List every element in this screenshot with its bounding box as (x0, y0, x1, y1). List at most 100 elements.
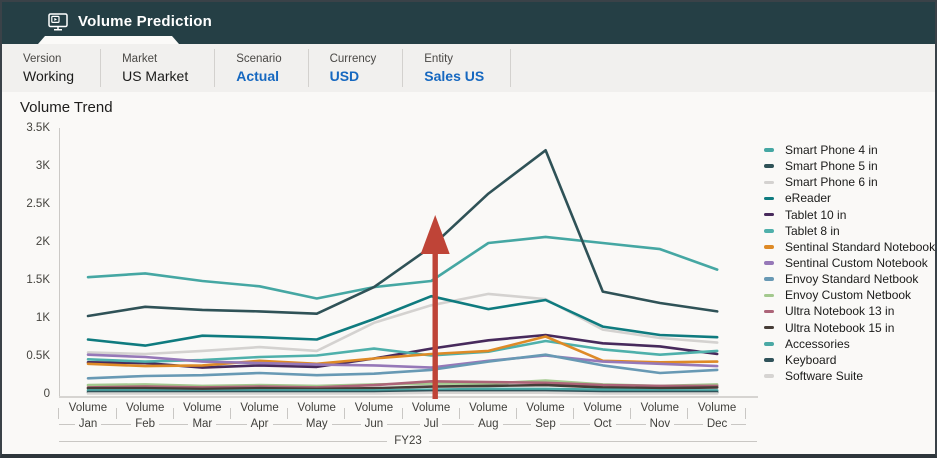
x-month-label: Jul (423, 418, 439, 430)
pov-label: Scenario (236, 52, 282, 65)
series-line (86, 294, 719, 347)
x-axis-measure-row: Volume Volume Volume Volume Volume Volum… (58, 401, 746, 419)
legend-swatch (764, 164, 774, 168)
series-line (86, 292, 719, 356)
pov-value[interactable]: Working (23, 67, 75, 84)
y-tick-label: 2.5K (26, 198, 50, 210)
series-line (86, 379, 719, 389)
active-tab-indicator[interactable] (38, 36, 179, 44)
legend-label: Ultra Notebook 15 in (785, 320, 895, 335)
x-measure-label: Volume (174, 401, 232, 419)
pov-bar: Version Working Market US Market Scenari… (2, 44, 935, 93)
annotation-arrow-up (420, 215, 450, 399)
page-title: Volume Prediction (78, 13, 212, 30)
x-measure-label: Volume (403, 401, 460, 419)
x-month-label: Apr (250, 418, 269, 430)
legend-swatch (764, 196, 774, 201)
legend-label: Software Suite (785, 369, 864, 384)
x-measure-label: Volume (288, 401, 346, 419)
legend-label: Smart Phone 6 in (785, 175, 878, 190)
y-tick-label: 3.5K (26, 122, 50, 134)
legend-item[interactable]: Software Suite (764, 368, 935, 384)
legend-item[interactable]: Smart Phone 6 in (764, 174, 935, 190)
x-measure-label: Volume (631, 401, 689, 419)
legend-item[interactable]: Tablet 8 in (764, 223, 935, 239)
y-tick-label: 2K (35, 236, 50, 248)
legend-swatch (764, 342, 774, 346)
x-month-label: Dec (706, 418, 728, 430)
legend-swatch (764, 374, 774, 378)
monitor-play-icon (48, 13, 68, 33)
series-line (86, 148, 719, 318)
legend-swatch (764, 325, 774, 330)
pov-item-market[interactable]: Market US Market (101, 49, 216, 87)
x-measure-label: Volume (517, 401, 575, 419)
pov-label: Entity (424, 52, 454, 65)
series-line (86, 389, 719, 394)
legend-item[interactable]: Smart Phone 5 in (764, 158, 935, 174)
pov-value[interactable]: US Market (122, 67, 189, 84)
pov-value[interactable]: USD (329, 67, 360, 84)
legend-item[interactable]: Smart Phone 4 in (764, 142, 935, 158)
pov-item-scenario[interactable]: Scenario Actual (215, 49, 309, 87)
x-month-label: May (305, 418, 328, 430)
x-measure-label: Volume (59, 401, 117, 419)
series-line (86, 333, 719, 369)
y-tick-label: 1.5K (26, 274, 50, 286)
legend-item[interactable]: Accessories (764, 336, 935, 352)
x-month-label: Mar (192, 418, 213, 430)
legend-item[interactable]: Tablet 10 in (764, 207, 935, 223)
series-line (86, 353, 719, 369)
legend-label: Ultra Notebook 13 in (785, 304, 895, 319)
pov-label: Version (23, 52, 62, 65)
series-line (86, 235, 719, 300)
y-axis-line (59, 128, 60, 396)
legend-item[interactable]: Ultra Notebook 15 in (764, 320, 935, 336)
legend-swatch (764, 245, 774, 249)
pov-value[interactable]: Actual (236, 67, 280, 84)
chart-title: Volume Trend (20, 99, 113, 116)
legend-item[interactable]: Sentinal Custom Notebook (764, 255, 935, 271)
legend-label: Sentinal Custom Notebook (785, 256, 928, 271)
y-tick-label: 3K (35, 160, 50, 172)
x-axis-line (59, 396, 758, 398)
pov-item-currency[interactable]: Currency USD (309, 49, 404, 87)
legend-label: Keyboard (785, 352, 837, 367)
x-month-label: Oct (593, 418, 612, 430)
legend-swatch (764, 229, 774, 233)
legend-label: Smart Phone 4 in (785, 143, 878, 158)
legend-swatch (764, 309, 774, 314)
pov-item-version[interactable]: Version Working (2, 49, 102, 87)
legend-swatch (764, 212, 774, 217)
legend-item[interactable]: Keyboard (764, 352, 935, 368)
x-month-label: Feb (135, 418, 156, 430)
x-axis-month-row: Jan Feb Mar Apr May Jun Jul Aug Sep Oct … (59, 417, 746, 431)
legend-item[interactable]: eReader (764, 190, 935, 206)
legend-item[interactable]: Envoy Standard Netbook (764, 271, 935, 287)
x-month-label: Aug (478, 418, 499, 430)
legend-swatch (764, 277, 774, 281)
y-tick-label: 0.5K (26, 350, 50, 362)
x-year-label: FY23 (394, 435, 422, 447)
legend-item[interactable]: Envoy Custom Netbook (764, 287, 935, 303)
pov-value[interactable]: Sales US (424, 67, 485, 84)
legend-label: Accessories (785, 336, 850, 351)
legend-swatch (764, 293, 774, 298)
x-month-label: Sep (535, 418, 556, 430)
legend-label: Smart Phone 5 in (785, 159, 878, 174)
legend-item[interactable]: Sentinal Standard Notebook (764, 239, 935, 255)
x-measure-label: Volume (117, 401, 174, 419)
legend-label: eReader (785, 191, 832, 206)
legend-swatch (764, 148, 774, 152)
chart-panel: Volume Trend 3.5K 3K 2.5K 2K 1.5K 1K 0.5… (2, 92, 935, 454)
x-month-label: Nov (649, 418, 671, 430)
legend-label: Tablet 8 in (785, 223, 840, 238)
app-header: Volume Prediction (2, 2, 935, 44)
pov-item-entity[interactable]: Entity Sales US (403, 49, 512, 87)
x-month-label: Jan (78, 418, 98, 430)
legend-item[interactable]: Ultra Notebook 13 in (764, 303, 935, 319)
trend-chart-svg (86, 148, 719, 399)
y-tick-label: 0 (43, 388, 50, 400)
legend-label: Tablet 10 in (785, 207, 847, 222)
